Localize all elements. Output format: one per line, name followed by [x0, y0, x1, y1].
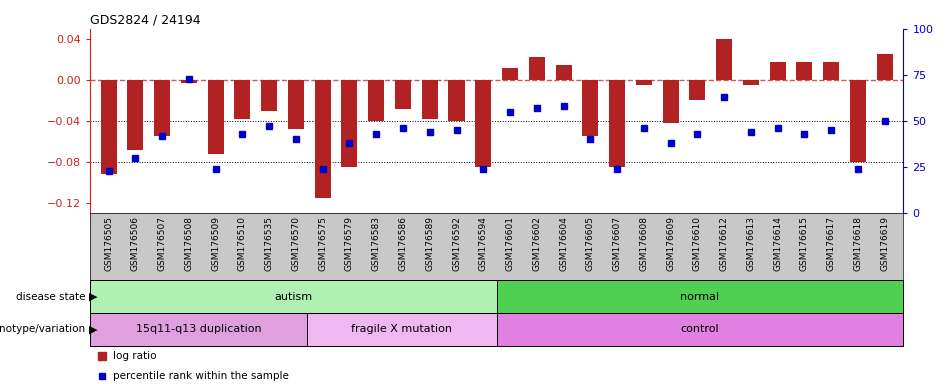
Text: GSM176505: GSM176505 [104, 216, 114, 271]
Bar [90, 280, 497, 313]
Text: GSM176570: GSM176570 [291, 216, 301, 271]
Text: genotype/variation: genotype/variation [0, 324, 85, 334]
Text: 15q11-q13 duplication: 15q11-q13 duplication [135, 324, 261, 334]
Text: ▶: ▶ [89, 291, 97, 302]
Bar [207, 80, 223, 154]
Text: GSM176575: GSM176575 [318, 216, 327, 271]
Bar [743, 80, 759, 85]
Bar [342, 80, 358, 167]
Bar [797, 61, 813, 80]
Bar [636, 80, 652, 85]
Bar [690, 80, 706, 101]
Text: GSM176619: GSM176619 [880, 216, 889, 271]
Bar [154, 80, 170, 136]
Text: GSM176510: GSM176510 [237, 216, 247, 271]
Text: GSM176614: GSM176614 [773, 216, 782, 271]
Text: GSM176583: GSM176583 [372, 216, 380, 271]
Text: GSM176612: GSM176612 [720, 216, 728, 271]
Bar [307, 313, 497, 346]
Text: GSM176602: GSM176602 [533, 216, 541, 271]
Bar [583, 80, 598, 136]
Text: GSM176586: GSM176586 [398, 216, 408, 271]
Text: GSM176594: GSM176594 [479, 216, 488, 271]
Text: GSM176613: GSM176613 [746, 216, 756, 271]
Bar [716, 39, 732, 80]
Text: GDS2824 / 24194: GDS2824 / 24194 [90, 13, 201, 26]
Text: GSM176608: GSM176608 [639, 216, 648, 271]
Bar [823, 61, 839, 80]
Text: GSM176609: GSM176609 [666, 216, 675, 271]
Text: log ratio: log ratio [113, 351, 156, 361]
Text: GSM176604: GSM176604 [559, 216, 568, 271]
Text: GSM176601: GSM176601 [505, 216, 515, 271]
Bar [261, 80, 277, 111]
Bar [502, 68, 518, 80]
Bar [770, 61, 786, 80]
Text: GSM176535: GSM176535 [265, 216, 273, 271]
Bar [368, 80, 384, 121]
Bar [90, 313, 307, 346]
Text: normal: normal [680, 291, 720, 302]
Bar [394, 80, 411, 109]
Text: ▶: ▶ [89, 324, 97, 334]
Text: GSM176618: GSM176618 [853, 216, 863, 271]
Text: percentile rank within the sample: percentile rank within the sample [113, 371, 289, 381]
Text: GSM176506: GSM176506 [131, 216, 140, 271]
Text: GSM176589: GSM176589 [426, 216, 434, 271]
Bar [555, 65, 571, 80]
Text: GSM176610: GSM176610 [692, 216, 702, 271]
Bar [529, 58, 545, 80]
Text: control: control [681, 324, 719, 334]
Text: fragile X mutation: fragile X mutation [351, 324, 452, 334]
Text: disease state: disease state [16, 291, 85, 302]
Text: GSM176605: GSM176605 [586, 216, 595, 271]
Bar [128, 80, 144, 150]
Bar [609, 80, 625, 167]
Bar [181, 80, 197, 83]
Bar [497, 313, 903, 346]
Bar [850, 80, 866, 162]
Bar [235, 80, 251, 119]
Text: autism: autism [274, 291, 312, 302]
Text: GSM176507: GSM176507 [158, 216, 166, 271]
Bar [315, 80, 331, 198]
Bar [100, 80, 116, 174]
Bar [662, 80, 678, 123]
Text: GSM176579: GSM176579 [345, 216, 354, 271]
Bar [288, 80, 304, 129]
Text: GSM176617: GSM176617 [827, 216, 835, 271]
Text: GSM176592: GSM176592 [452, 216, 461, 271]
Bar [448, 80, 464, 121]
Bar [877, 55, 893, 80]
Text: GSM176607: GSM176607 [613, 216, 622, 271]
Bar [497, 280, 903, 313]
Text: GSM176615: GSM176615 [800, 216, 809, 271]
Bar [422, 80, 438, 119]
Text: GSM176508: GSM176508 [184, 216, 193, 271]
Bar [475, 80, 491, 167]
Text: GSM176509: GSM176509 [211, 216, 220, 271]
